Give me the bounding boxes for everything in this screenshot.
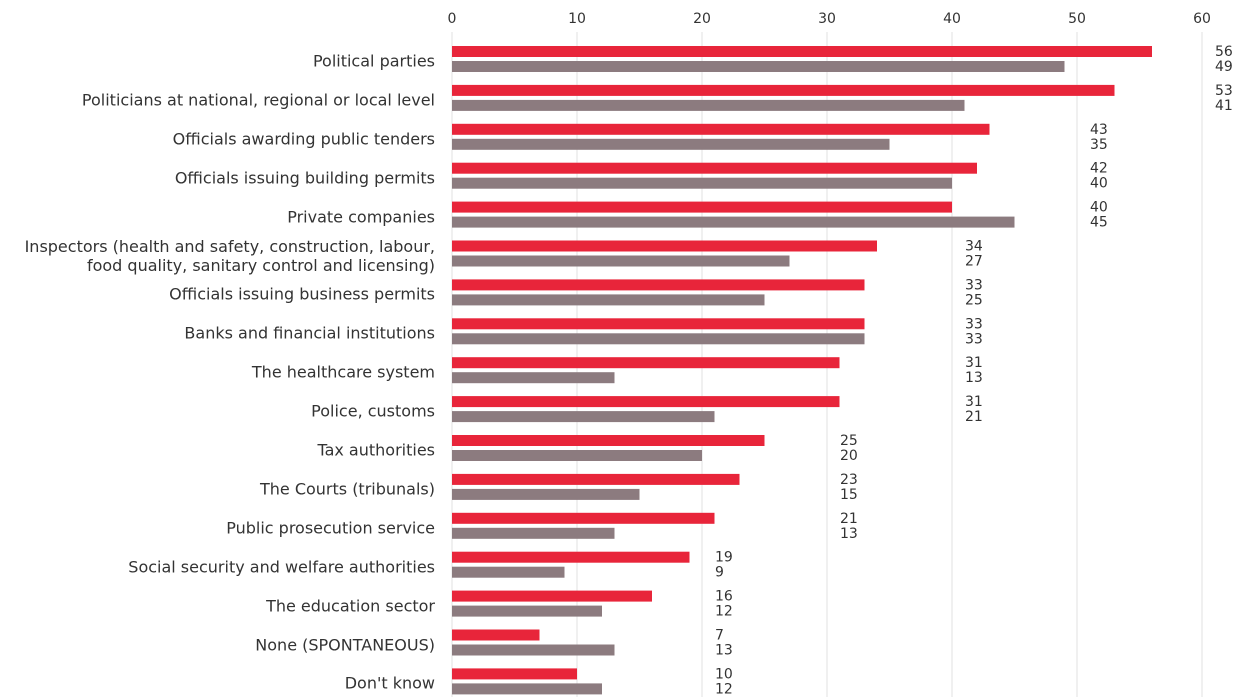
value-label: 33 [965, 316, 983, 332]
value-label: 16 [715, 589, 733, 605]
value-label: 27 [965, 254, 983, 270]
value-label: 40 [1090, 176, 1108, 192]
bar [452, 240, 877, 252]
value-label: 12 [715, 681, 733, 697]
value-label: 31 [965, 355, 983, 371]
bar [452, 590, 652, 602]
bar [452, 99, 965, 111]
value-label: 10 [715, 666, 733, 682]
category-label: Private companies [287, 207, 435, 227]
bar [452, 123, 990, 135]
category-label: Officials issuing building permits [174, 168, 435, 188]
bar [452, 683, 602, 695]
category-label: Social security and welfare authorities [128, 557, 435, 577]
bar [452, 566, 565, 578]
value-label: 31 [965, 394, 983, 410]
value-label: 56 [1215, 44, 1233, 60]
bar [452, 357, 840, 369]
x-tick-label: 60 [1193, 11, 1211, 27]
x-tick-label: 30 [818, 11, 836, 27]
value-label: 19 [715, 550, 733, 566]
value-label: 41 [1215, 98, 1233, 114]
bar [452, 527, 615, 539]
bar [452, 512, 715, 524]
x-tick-label: 40 [943, 11, 961, 27]
category-label: Police, customs [311, 401, 435, 421]
category-label: None (SPONTANEOUS) [255, 635, 435, 654]
bar [452, 279, 865, 291]
bar [452, 255, 790, 267]
value-label: 53 [1215, 83, 1233, 99]
bar [452, 411, 715, 423]
value-label: 20 [840, 448, 858, 464]
bar [452, 294, 765, 306]
value-label: 40 [1090, 200, 1108, 216]
bar [452, 488, 640, 500]
x-tick-label: 10 [568, 11, 586, 27]
value-label: 23 [840, 472, 858, 488]
bar [452, 473, 740, 485]
x-tick-label: 0 [448, 11, 457, 27]
value-label: 21 [840, 511, 858, 527]
value-label: 13 [840, 526, 858, 542]
x-tick-label: 50 [1068, 11, 1086, 27]
category-label: Tax authorities [317, 440, 435, 460]
value-label: 34 [965, 239, 983, 255]
value-label: 49 [1215, 59, 1233, 75]
bar [452, 84, 1115, 96]
value-label: 13 [965, 370, 983, 386]
bar [452, 162, 977, 174]
category-label: Don't know [344, 673, 435, 693]
category-label: Banks and financial institutions [184, 323, 435, 343]
category-label: Inspectors (health and safety, construct… [24, 236, 435, 275]
bar [452, 216, 1015, 228]
value-label: 43 [1090, 122, 1108, 138]
bar [452, 629, 540, 641]
value-label: 21 [965, 409, 983, 425]
bar [452, 61, 1065, 72]
value-label: 12 [715, 604, 733, 620]
bar [452, 138, 890, 150]
category-label: Political parties [312, 51, 435, 71]
category-label: Public prosecution service [226, 518, 435, 538]
bar [452, 450, 702, 461]
bar [452, 177, 952, 189]
value-label: 45 [1090, 215, 1108, 231]
value-label: 42 [1090, 161, 1108, 177]
value-label: 7 [715, 628, 724, 644]
value-label: 35 [1090, 137, 1108, 153]
category-label: Officials awarding public tenders [172, 129, 435, 149]
bar [452, 551, 690, 563]
bar [452, 201, 952, 213]
category-label: The healthcare system [251, 362, 435, 382]
bar [452, 435, 765, 446]
bar [452, 644, 615, 656]
category-label: The education sector [266, 596, 435, 616]
value-label: 33 [965, 277, 983, 293]
value-label: 25 [965, 292, 983, 308]
bar [452, 372, 615, 384]
bar [452, 46, 1152, 57]
x-tick-label: 20 [693, 11, 711, 27]
bar [452, 396, 840, 408]
bar [452, 333, 865, 345]
value-label: 25 [840, 433, 858, 449]
bar [452, 668, 577, 680]
bar [452, 605, 602, 617]
value-label: 15 [840, 487, 858, 503]
category-label: Politicians at national, regional or loc… [81, 90, 435, 110]
category-label: Officials issuing business permits [169, 284, 435, 304]
category-label: The Courts (tribunals) [259, 479, 435, 499]
value-label: 9 [715, 565, 724, 581]
bar [452, 318, 865, 330]
value-label: 33 [965, 331, 983, 347]
value-label: 13 [715, 643, 733, 659]
